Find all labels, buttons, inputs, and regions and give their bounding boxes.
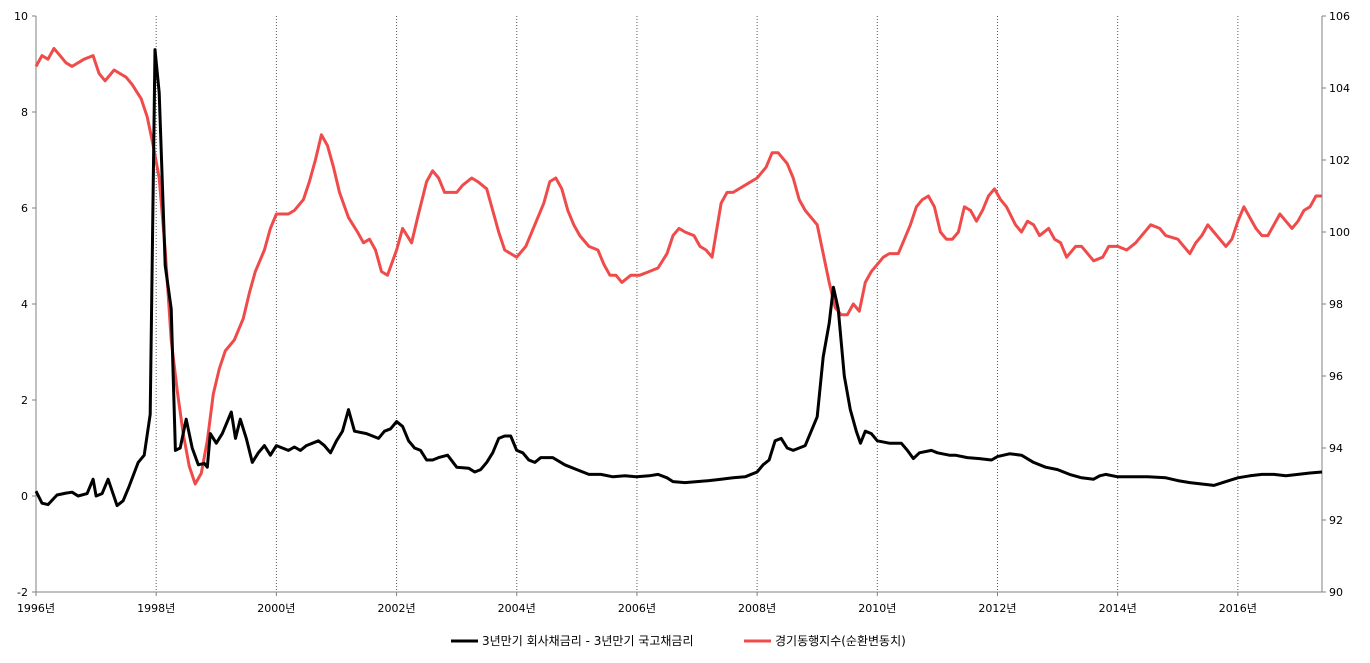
right-tick-label: 90 [1329, 586, 1343, 599]
legend: 3년만기 회사채금리 - 3년만기 국고채금리 경기동행지수(순환변동치) [451, 633, 906, 648]
legend-label-index: 경기동행지수(순환변동치) [775, 633, 906, 648]
right-tick-label: 94 [1329, 442, 1343, 455]
x-tick-label: 2012년 [978, 602, 1016, 615]
x-axis-ticks: 1996년 1998년 2000년 2002년 2004년 2006년 2008년 2010년… [17, 592, 1257, 615]
x-tick-label: 2014년 [1099, 602, 1137, 615]
left-tick-label: 0 [21, 490, 28, 503]
x-tick-label: 2000년 [257, 602, 295, 615]
left-tick-label: 10 [14, 10, 28, 23]
legend-label-spread: 3년만기 회사채금리 - 3년만기 국고채금리 [482, 634, 694, 648]
series-line-spread [34, 48, 1323, 508]
right-tick-label: 106 [1329, 10, 1350, 23]
left-tick-label: 4 [21, 298, 28, 311]
left-axis-ticks: -2 0 2 4 6 8 10 [14, 10, 36, 599]
left-tick-label: 6 [21, 202, 28, 215]
x-tick-label: 1996년 [17, 602, 55, 615]
right-axis-ticks: 90 92 94 96 98 100 102 104 106 [1322, 10, 1350, 599]
x-tick-label: 2008년 [738, 602, 776, 615]
x-tick-label: 2002년 [377, 602, 415, 615]
right-tick-label: 104 [1329, 82, 1350, 95]
left-tick-label: 2 [21, 394, 28, 407]
right-tick-label: 98 [1329, 298, 1343, 311]
x-tick-label: 2006년 [618, 602, 656, 615]
series-line-index [34, 46, 1322, 486]
series-layer [34, 46, 1323, 508]
x-tick-label: 2004년 [498, 602, 536, 615]
legend-item-index: 경기동행지수(순환변동치) [744, 633, 906, 648]
x-tick-label: 2016년 [1219, 602, 1257, 615]
right-tick-label: 92 [1329, 514, 1343, 527]
right-tick-label: 100 [1329, 226, 1350, 239]
right-tick-label: 102 [1329, 154, 1350, 167]
left-tick-label: 8 [21, 106, 28, 119]
legend-item-spread: 3년만기 회사채금리 - 3년만기 국고채금리 [451, 634, 694, 648]
left-tick-label: -2 [17, 586, 28, 599]
x-tick-label: 1998년 [137, 602, 175, 615]
x-tick-label: 2010년 [858, 602, 896, 615]
right-tick-label: 96 [1329, 370, 1343, 383]
plot-area [36, 16, 1322, 592]
vertical-gridlines [155, 16, 1239, 592]
